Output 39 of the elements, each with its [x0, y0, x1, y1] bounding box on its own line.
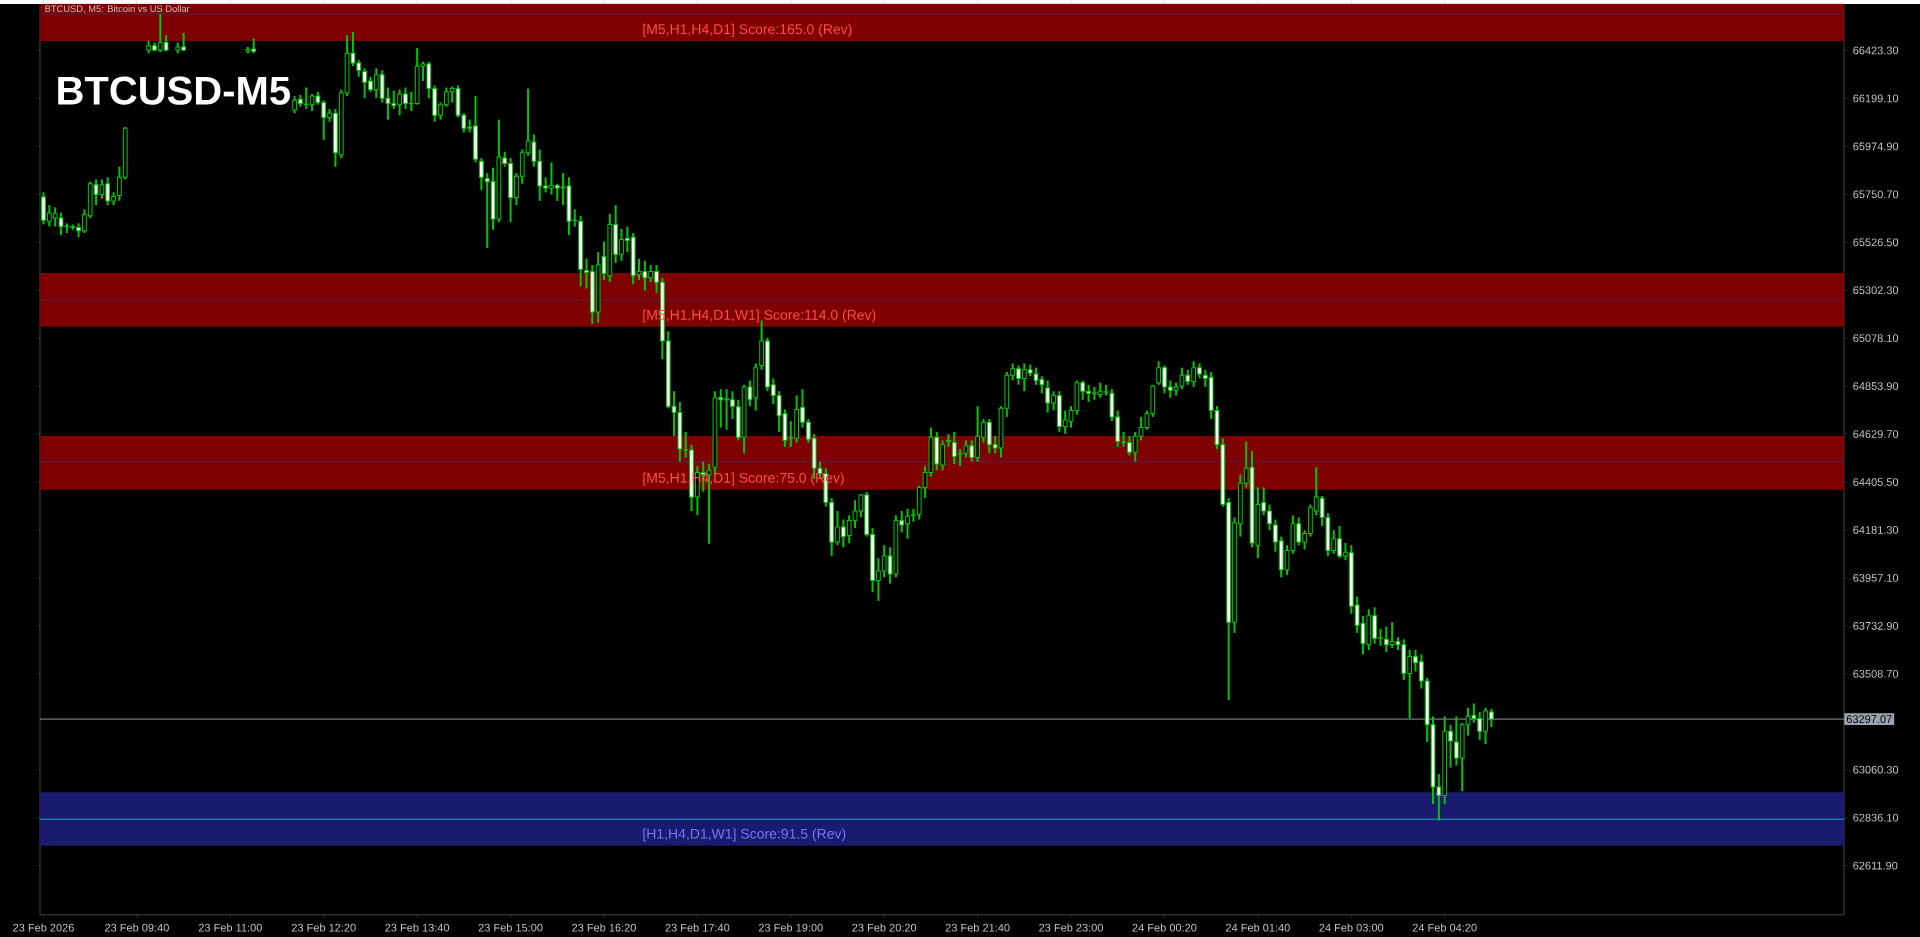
x-tick-label: 23 Feb 11:00: [198, 923, 262, 932]
x-tick-label: 23 Feb 19:00: [758, 923, 823, 932]
x-tick-label: 23 Feb 23:00: [1039, 923, 1104, 932]
y-tick-label: 64181.30: [1853, 525, 1899, 534]
text: BTCUSD-M5: [58, 76, 290, 105]
x-tick-label: 24 Feb 04:20: [1412, 923, 1477, 932]
y-tick-label: 65526.50: [1853, 238, 1899, 246]
y-tick-label: 64405.50: [1853, 477, 1899, 486]
x-tick-label: 23 Feb 21:40: [945, 923, 1010, 932]
y-tick-label: 63732.90: [1853, 621, 1899, 630]
band-label: [M5,H1,H4,D1] Score:165.0 (Rev): [643, 23, 852, 37]
x-tick-label: 23 Feb 09:40: [105, 923, 169, 932]
y-tick-label: 65078.10: [1853, 334, 1899, 342]
y-tick-label: 62611.90: [1853, 861, 1898, 870]
y-tick-label: 65750.70: [1853, 190, 1899, 198]
chart-subtitle: BTCUSD, M5: Bitcoin vs US Dollar: [45, 4, 190, 13]
x-tick-label: 23 Feb 16:20: [572, 923, 636, 932]
x-tick-label: 23 Feb 15:00: [478, 923, 543, 932]
y-tick-label: 66199.10: [1853, 94, 1899, 103]
x-tick-label: 24 Feb 01:40: [1225, 923, 1290, 932]
y-tick-label: 66423.30: [1853, 46, 1899, 55]
x-tick-label: 24 Feb 03:00: [1319, 923, 1384, 932]
band-label: [H1,H4,D1,W1] Score:91.5 (Rev): [643, 828, 846, 842]
y-tick-label: 64853.90: [1853, 382, 1899, 390]
y-tick-label: 63060.30: [1853, 765, 1899, 774]
y-tick-label: 64629.70: [1853, 429, 1899, 438]
y-tick-label: 62836.10: [1853, 813, 1899, 822]
x-tick-label: 23 Feb 2026: [13, 923, 74, 932]
y-tick-label: 65302.30: [1853, 286, 1899, 294]
x-tick-label: 23 Feb 12:20: [291, 923, 356, 932]
x-tick-label: 24 Feb 00:20: [1132, 923, 1197, 932]
candlestick: [479, 156, 484, 191]
y-tick-label: 65974.90: [1853, 142, 1899, 151]
ref-line-label: 63297.07: [1846, 714, 1892, 723]
x-tick-label: 23 Feb 17:40: [665, 923, 730, 932]
x-tick-label: 23 Feb 13:40: [385, 923, 450, 932]
x-tick-label: 23 Feb 20:20: [852, 923, 917, 932]
y-tick-label: 63957.10: [1853, 573, 1899, 582]
y-tick-label: 63508.70: [1853, 669, 1899, 678]
